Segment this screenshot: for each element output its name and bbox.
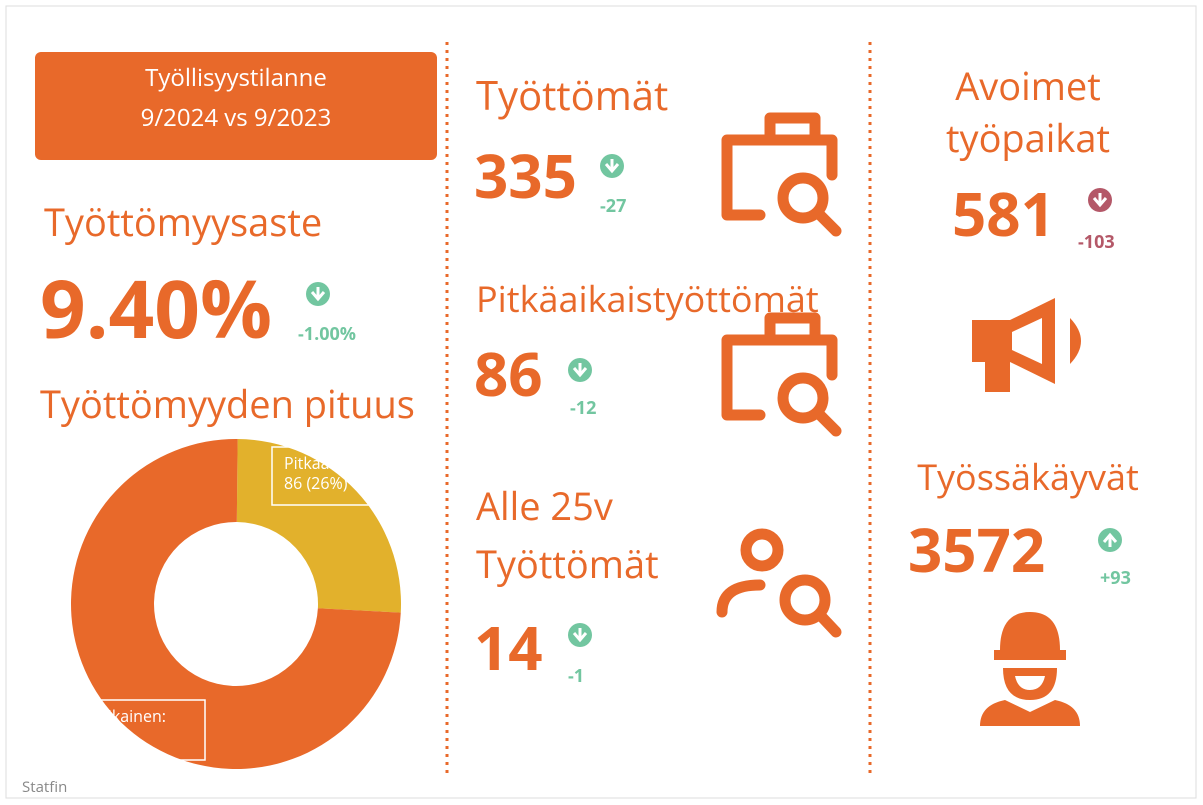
section-title: Työttömyyden pituus bbox=[40, 378, 415, 430]
kpi-title: Työttömät bbox=[476, 538, 659, 590]
kpi-value: 9.40% bbox=[40, 253, 272, 362]
kpi-title: Alle 25v bbox=[476, 480, 613, 532]
kpi-value: 86 bbox=[474, 332, 543, 414]
kpi-change: +93 bbox=[1100, 566, 1131, 590]
megaphone-icon bbox=[972, 298, 1081, 392]
briefcase-search-icon bbox=[721, 112, 842, 237]
kpi-value: 3572 bbox=[908, 508, 1045, 590]
kpi-title: Pitkäaikaistyöttömät bbox=[476, 274, 819, 323]
kpi-title: Työttömät bbox=[476, 67, 668, 122]
worker-icon bbox=[980, 612, 1080, 726]
kpi-change: -27 bbox=[600, 194, 626, 218]
donut-slice bbox=[236, 439, 401, 613]
kpi-value: 335 bbox=[474, 134, 577, 216]
slice-value-label: 86 (26%) bbox=[284, 472, 348, 494]
kpi-value: 581 bbox=[952, 172, 1055, 254]
kpi-title: Avoimet bbox=[955, 60, 1101, 112]
kpi-change: -1.00% bbox=[298, 322, 356, 346]
down-indicator bbox=[600, 154, 624, 178]
header-line: Työllisyystilanne bbox=[145, 61, 327, 94]
kpi-change: -12 bbox=[570, 396, 596, 420]
kpi-title: työpaikat bbox=[946, 112, 1110, 164]
briefcase-search-icon bbox=[721, 312, 842, 437]
slice-label: Pitkäaikainen: bbox=[284, 452, 388, 474]
down-indicator bbox=[306, 282, 330, 306]
kpi-title: Työttömyysaste bbox=[44, 196, 322, 248]
down-indicator bbox=[568, 623, 592, 647]
slice-label-box bbox=[46, 699, 206, 761]
header-line: 9/2024 vs 9/2023 bbox=[141, 101, 332, 134]
up-indicator bbox=[1098, 528, 1122, 552]
kpi-change: -103 bbox=[1078, 230, 1115, 254]
slice-label: Lyhytaikainen: bbox=[59, 705, 166, 727]
kpi-change: -1 bbox=[568, 664, 584, 688]
person-search-icon bbox=[716, 528, 842, 638]
slice-label-box bbox=[271, 446, 428, 506]
donut-slice bbox=[70, 439, 401, 769]
down-indicator bbox=[568, 358, 592, 382]
source: Statfin bbox=[22, 777, 67, 797]
down-indicator bbox=[1088, 188, 1112, 212]
slice-value-label: 249 (74%) bbox=[59, 725, 132, 747]
header-box bbox=[35, 52, 437, 160]
kpi-value: 14 bbox=[474, 606, 543, 688]
donut-chart: Pitkäaikainen:86 (26%) Lyhytaikainen:249 … bbox=[46, 439, 428, 769]
kpi-title: Työssäkäyvät bbox=[917, 452, 1139, 501]
